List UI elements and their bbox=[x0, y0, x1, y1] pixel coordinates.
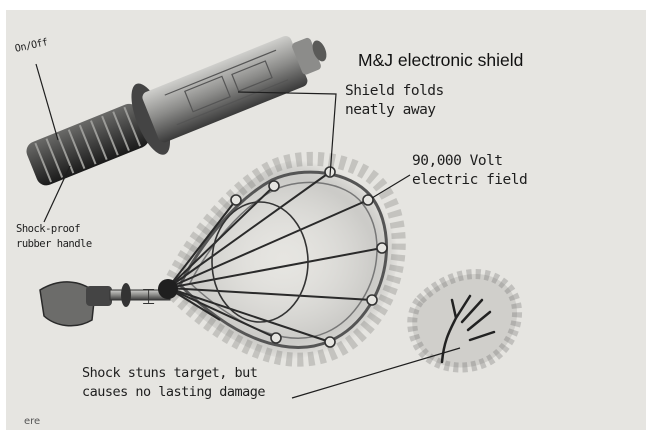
leader-lines bbox=[35, 63, 461, 399]
electric-field bbox=[159, 151, 406, 367]
label-voltage-line1: 90,000 Volt bbox=[412, 153, 503, 169]
leader-handle bbox=[43, 165, 71, 223]
cut-off-text: ere bbox=[24, 416, 41, 427]
holding-hand bbox=[39, 281, 96, 327]
leader-effect bbox=[291, 347, 461, 399]
label-shield-folds-line2: neatly away bbox=[345, 102, 436, 118]
label-voltage-line2: electric field bbox=[412, 172, 528, 188]
grip-ridges bbox=[34, 106, 141, 183]
label-shield-folds: Shield folds neatly away bbox=[345, 82, 444, 120]
label-effect-line2: causes no lasting damage bbox=[82, 384, 266, 400]
diagram-title: M&J electronic shield bbox=[358, 50, 524, 70]
shield-spokes bbox=[167, 171, 383, 343]
shield-casing bbox=[142, 35, 308, 143]
inner-ring bbox=[211, 201, 309, 323]
folded-handle bbox=[26, 35, 327, 186]
casing-tip bbox=[292, 37, 321, 75]
rim-nodes bbox=[230, 166, 388, 348]
extended-handle bbox=[39, 279, 178, 327]
emitter-hub bbox=[158, 279, 178, 299]
label-effect-line1: Shock stuns target, but bbox=[82, 365, 258, 381]
label-shield-folds-line1: Shield folds bbox=[345, 83, 444, 99]
label-handle-line2: rubber handle bbox=[16, 238, 92, 250]
casing-detail bbox=[164, 49, 289, 126]
leader-voltage bbox=[371, 174, 411, 199]
text-cursor-icon: ⌶ bbox=[142, 285, 156, 310]
leader-on-off bbox=[35, 63, 59, 141]
label-voltage: 90,000 Volt electric field bbox=[412, 152, 528, 190]
target-hand bbox=[407, 269, 523, 373]
label-handle: Shock-proof rubber handle bbox=[16, 222, 92, 252]
label-effect: Shock stuns target, but causes no lastin… bbox=[82, 364, 266, 402]
label-handle-line1: Shock-proof bbox=[16, 223, 81, 235]
leader-shield-folds bbox=[237, 91, 337, 177]
